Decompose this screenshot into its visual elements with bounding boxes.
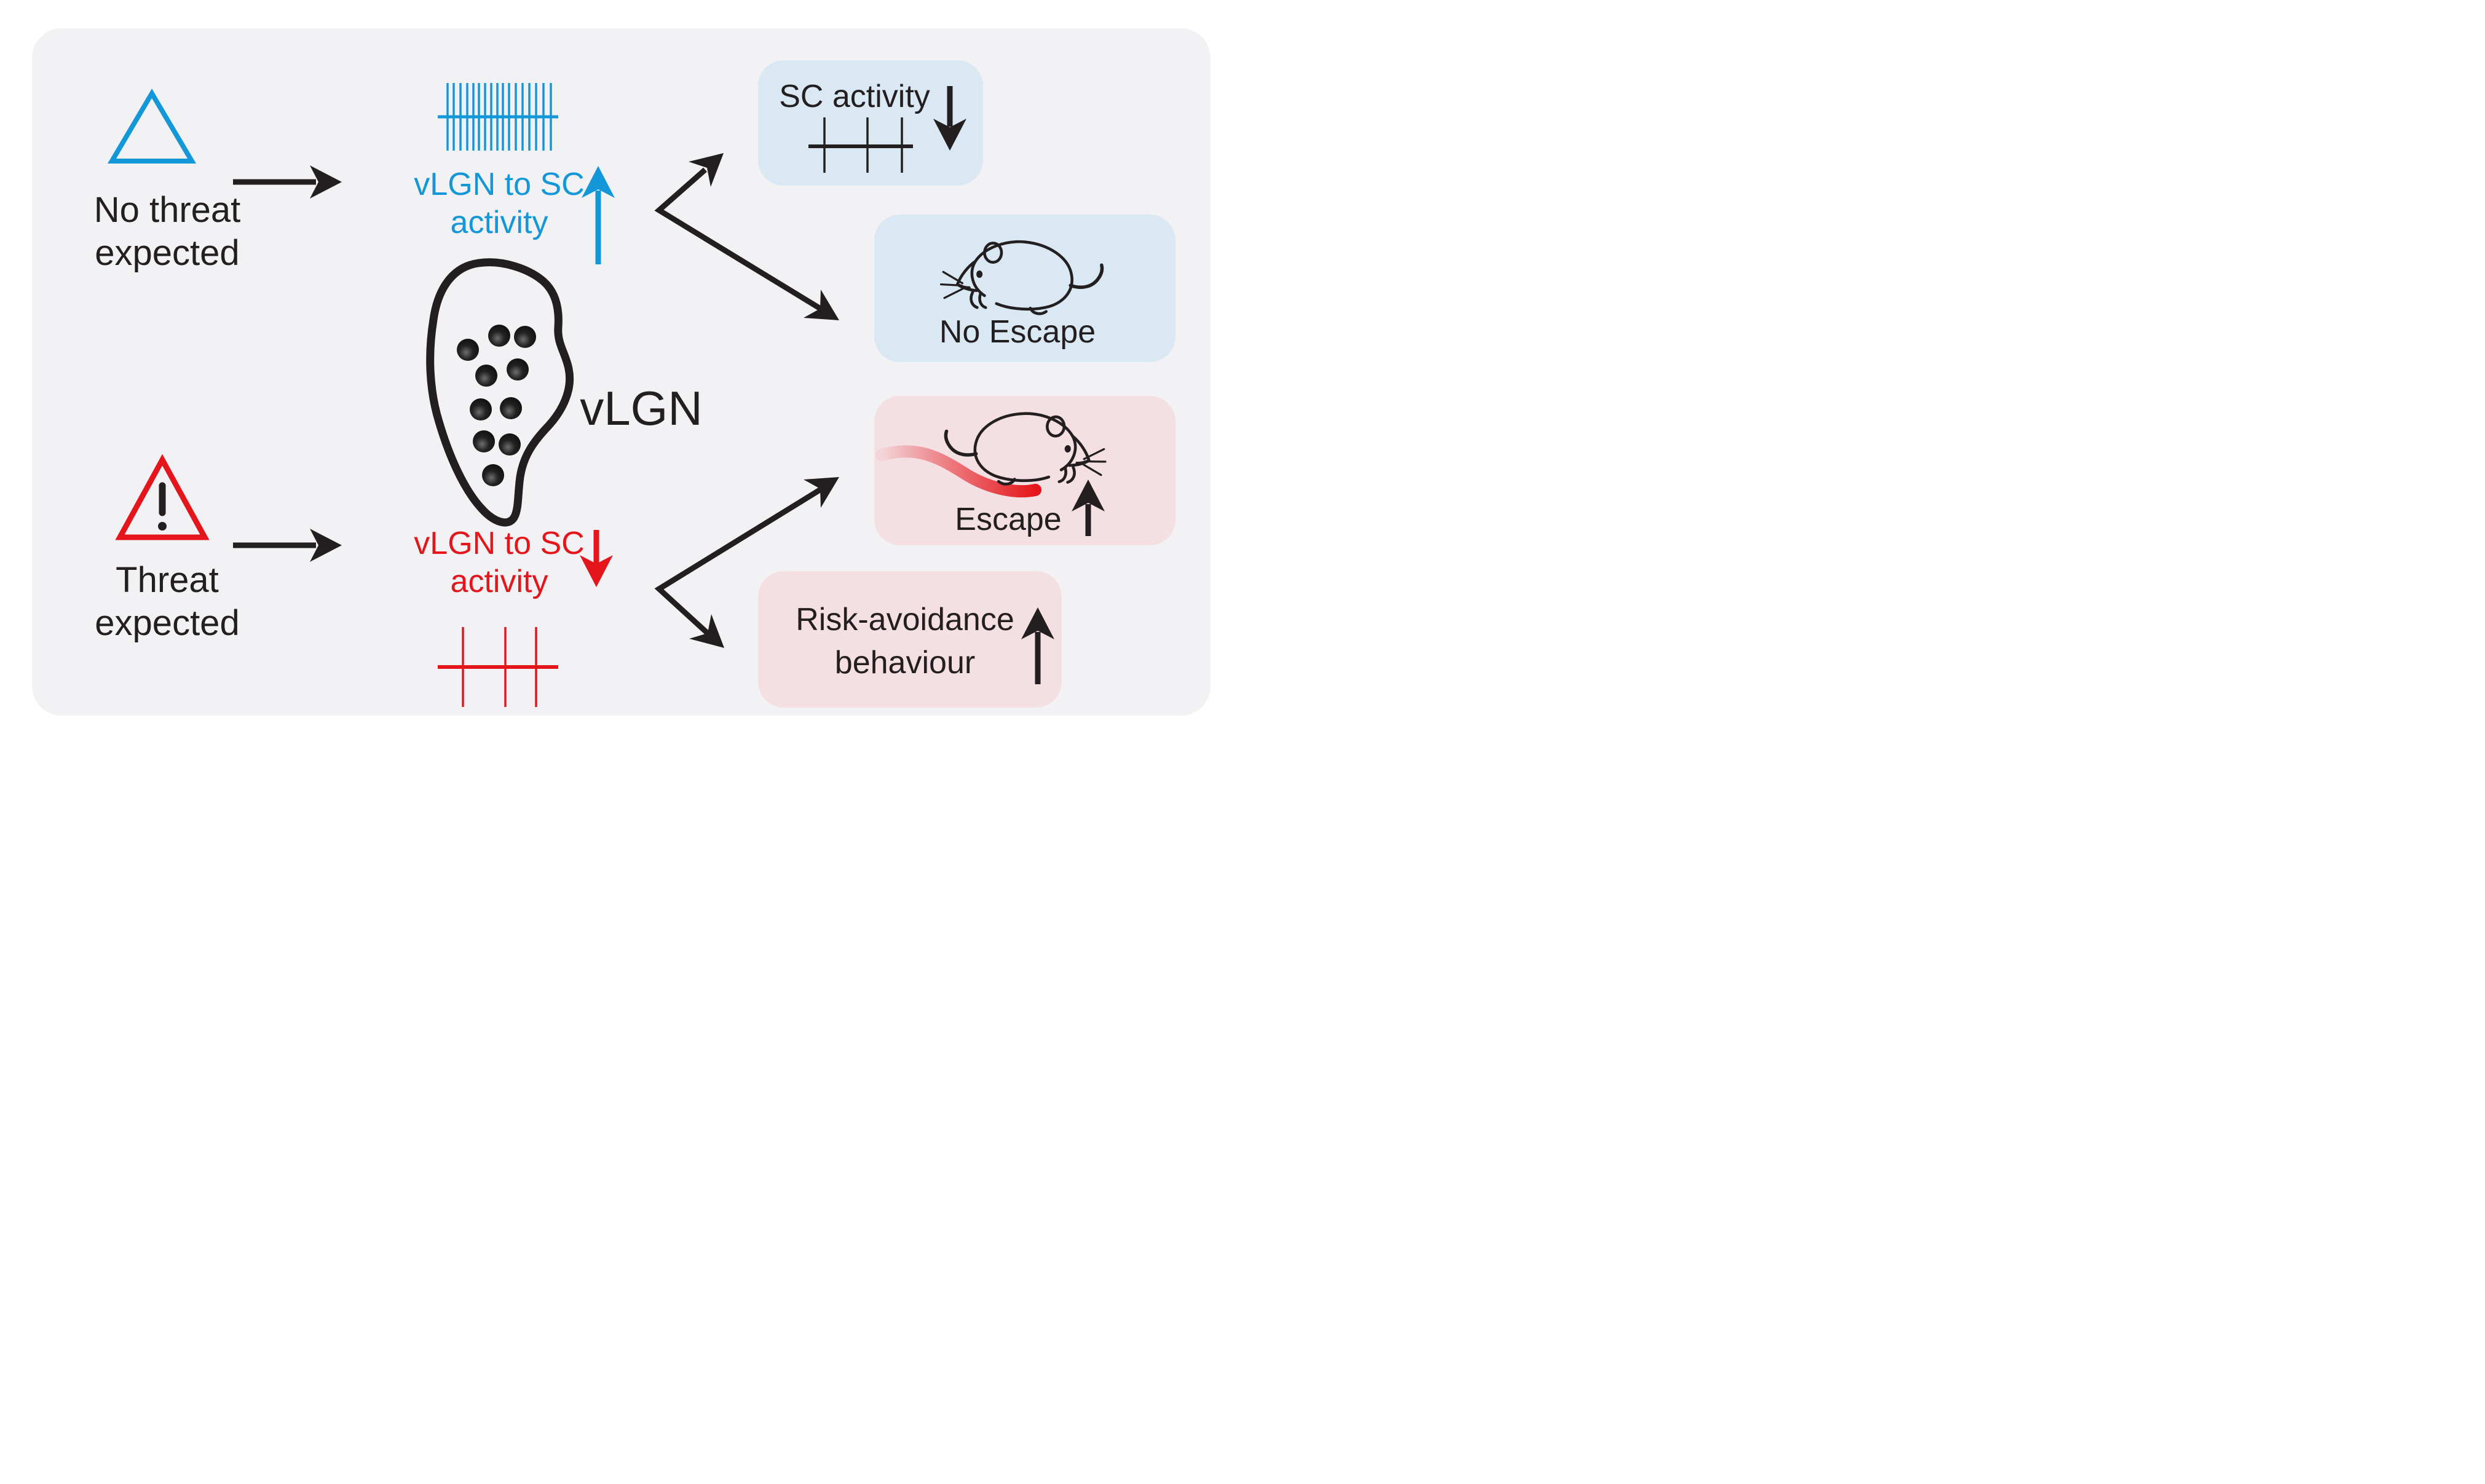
vlgn-nucleus-icon (426, 258, 574, 527)
no-escape-label: No Escape (939, 314, 1096, 350)
sitting-mouse-icon (939, 240, 1104, 315)
escape-trail-icon (875, 445, 1041, 498)
fork-arrow-no-threat-outcomes (654, 153, 839, 320)
escape-box (874, 396, 1175, 545)
blue-triangle-icon (107, 89, 197, 164)
running-mouse-icon (944, 412, 1107, 486)
projection-decrease-label: vLGN to SC activity (414, 526, 585, 599)
risk-avoidance-label: Risk-avoidance behaviour (796, 602, 1014, 681)
arrow-no-threat-to-projection (233, 165, 342, 199)
blue-up-arrow-icon (582, 166, 615, 264)
vlgn-label: vLGN (580, 381, 703, 435)
vlgn-neuron-dots (457, 325, 536, 486)
escape-up-arrow-icon (1072, 480, 1105, 536)
warning-triangle-icon (115, 454, 210, 540)
sc-activity-box (758, 60, 983, 186)
threat-label: Threat expected (95, 560, 240, 643)
no-escape-box (874, 215, 1175, 362)
red-down-arrow-icon (580, 530, 613, 587)
arrow-threat-to-projection (233, 529, 342, 562)
sc-sparse-spike-train-icon (808, 117, 913, 173)
sc-down-arrow-icon (933, 86, 966, 151)
dense-spike-train-icon (438, 83, 558, 151)
diagram-art (107, 83, 1107, 707)
projection-increase-label: vLGN to SC activity (414, 167, 585, 240)
sc-activity-label: SC activity (779, 79, 930, 114)
risk-avoidance-box (758, 571, 1062, 708)
risk-up-arrow-icon (1021, 607, 1054, 684)
red-sparse-spike-train-icon (438, 627, 558, 707)
no-threat-label: No threat expected (93, 190, 241, 273)
escape-label: Escape (955, 502, 1062, 537)
figure-canvas: No threat expected vLGN to SC activity S… (0, 0, 1242, 742)
fork-arrow-threat-outcomes (654, 477, 839, 648)
